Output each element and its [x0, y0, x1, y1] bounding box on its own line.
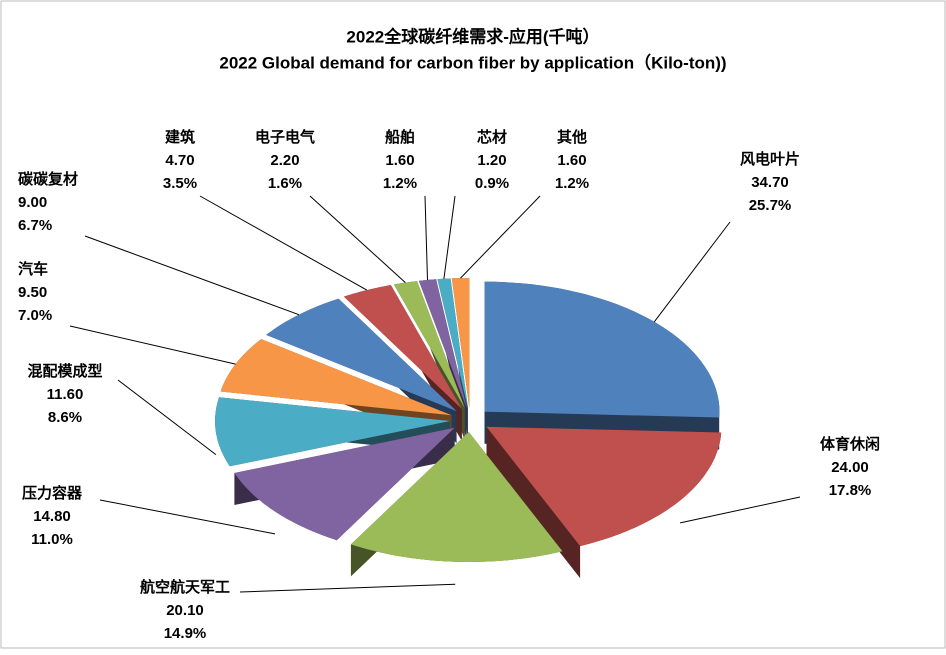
leader-line — [117, 379, 217, 455]
slice — [418, 279, 467, 409]
data-label: 1.2% — [383, 175, 417, 192]
data-label: 11.0% — [31, 531, 73, 548]
data-label: 0.9% — [475, 175, 509, 192]
data-label: 11.60 — [47, 386, 84, 403]
data-label: 24.00 — [831, 459, 869, 476]
data-label: 电子电气 — [255, 128, 315, 146]
slice — [266, 298, 457, 412]
data-label: 1.6% — [268, 175, 302, 192]
data-label: 3.5% — [163, 175, 197, 192]
data-label: 航空航天军工 — [140, 578, 230, 596]
slice — [451, 278, 470, 408]
slice — [486, 426, 722, 547]
slice — [350, 432, 563, 562]
slice — [437, 278, 468, 409]
data-label: 25.7% — [749, 197, 792, 214]
data-label: 体育休闲 — [820, 435, 880, 453]
slice — [220, 339, 452, 416]
data-label: 6.7% — [18, 217, 52, 234]
leader-line — [679, 496, 801, 524]
leader-line — [84, 235, 300, 316]
leader-line — [424, 195, 428, 281]
data-label: 14.80 — [33, 508, 71, 525]
data-label: 船舶 — [385, 128, 415, 146]
slice — [343, 285, 462, 409]
data-label: 汽车 — [18, 260, 48, 278]
slice — [215, 397, 451, 467]
data-label: 8.6% — [48, 409, 82, 426]
data-label: 其他 — [557, 128, 587, 146]
leader-line — [653, 221, 731, 323]
leader-line — [309, 195, 406, 283]
slice — [234, 427, 455, 541]
data-label: 7.0% — [18, 307, 52, 324]
slice — [393, 281, 465, 409]
data-label: 混配模成型 — [27, 362, 102, 380]
data-label: 9.00 — [18, 194, 47, 211]
data-label: 碳碳复材 — [18, 170, 78, 188]
data-label: 压力容器 — [22, 484, 83, 502]
leader-line — [443, 195, 456, 279]
data-label: 34.70 — [751, 174, 789, 191]
data-label: 芯材 — [477, 128, 507, 146]
leader-line — [199, 195, 368, 291]
leader-line — [69, 325, 236, 365]
leader-line — [239, 583, 456, 593]
slice — [484, 281, 720, 418]
data-label: 17.8% — [829, 482, 872, 499]
data-label: 风电叶片 — [740, 150, 800, 168]
leader-line — [99, 499, 276, 535]
data-label: 1.60 — [557, 152, 586, 169]
data-label: 14.9% — [164, 625, 207, 642]
data-label: 4.70 — [165, 152, 194, 169]
data-label: 1.60 — [385, 152, 414, 169]
chart-title: 2022全球碳纤维需求-应用(千吨） — [346, 26, 599, 46]
data-label: 建筑 — [165, 128, 195, 146]
data-label: 9.50 — [18, 284, 47, 301]
chart-subtitle: 2022 Global demand for carbon fiber by a… — [219, 52, 726, 72]
data-label: 2.20 — [270, 152, 299, 169]
data-label: 20.10 — [166, 602, 204, 619]
data-label: 1.2% — [555, 175, 589, 192]
data-label: 1.20 — [477, 152, 506, 169]
leader-line — [460, 195, 541, 279]
